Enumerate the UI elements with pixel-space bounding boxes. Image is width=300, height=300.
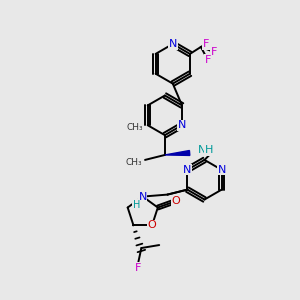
Text: CH₃: CH₃ xyxy=(125,158,142,167)
Text: N: N xyxy=(218,165,226,175)
Text: F: F xyxy=(135,263,142,273)
Text: N: N xyxy=(183,165,191,175)
Text: O: O xyxy=(171,196,180,206)
Text: N: N xyxy=(198,145,206,155)
Text: CH₃: CH₃ xyxy=(126,123,143,132)
Text: N: N xyxy=(178,120,186,130)
Text: F: F xyxy=(202,39,209,49)
Text: F: F xyxy=(211,47,217,57)
Text: H: H xyxy=(133,200,140,209)
Text: O: O xyxy=(148,220,156,230)
Text: N: N xyxy=(139,192,147,202)
Text: F: F xyxy=(205,55,211,65)
Polygon shape xyxy=(165,151,190,155)
Text: H: H xyxy=(205,145,213,155)
Text: N: N xyxy=(169,39,177,49)
